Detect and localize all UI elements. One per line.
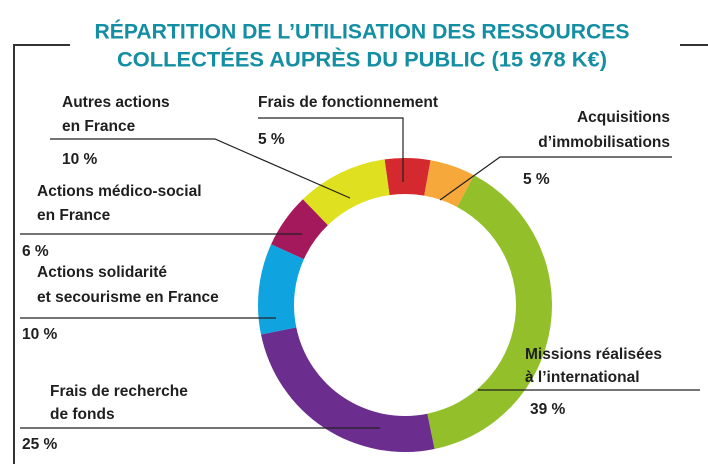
value-label: 6 % [22,243,49,260]
category-label: Acquisitions [577,109,670,126]
category-label: et secourisme en France [37,289,219,306]
category-label: en France [62,118,136,135]
value-label: 10 % [22,326,58,343]
leader-line [258,117,404,182]
category-label: d’immobilisations [538,134,670,151]
donut-segment [302,159,390,226]
value-label: 39 % [530,401,566,418]
leader-line [439,156,672,201]
category-label: Missions réalisées [525,346,662,363]
value-label: 5 % [258,131,285,148]
donut-segment [271,199,328,260]
leader-line [50,138,351,199]
value-label: 5 % [523,171,550,188]
donut-segment [261,327,435,452]
value-label: 10 % [62,151,98,168]
category-label: Actions médico-social [37,183,202,200]
chart-title: RÉPARTITION DE L’UTILISATION DES RESSOUR… [95,21,630,44]
category-label: Actions solidarité [37,264,167,281]
donut-segment [427,175,552,449]
chart-title: COLLECTÉES AUPRÈS DU PUBLIC (15 978 K€) [117,49,607,72]
donut-segment [258,244,304,335]
category-label: Frais de recherche [50,383,188,400]
value-label: 25 % [22,436,58,453]
category-label: Frais de fonctionnement [258,94,438,111]
category-label: en France [37,207,111,224]
category-label: Autres actions [62,94,170,111]
category-label: de fonds [50,406,115,423]
donut-segment [384,158,431,196]
category-label: à l’international [525,369,640,386]
donut-segment [424,160,475,207]
frame [13,44,708,464]
